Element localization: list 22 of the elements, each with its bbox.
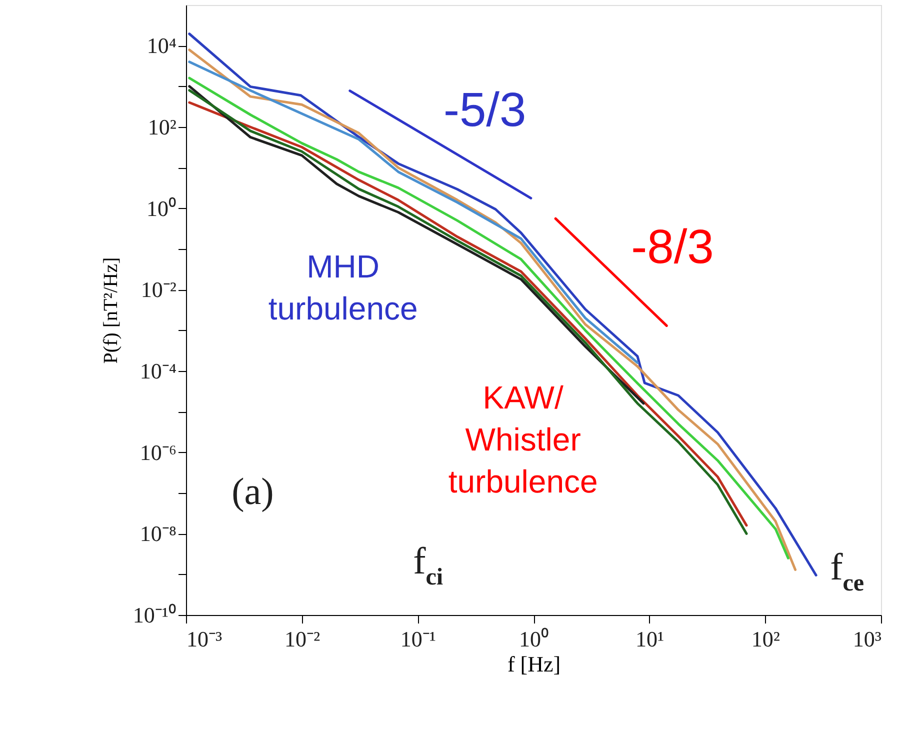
x-axis-title: f [Hz] xyxy=(507,652,561,676)
x-tick-label: 10⁻² xyxy=(284,626,321,652)
x-tick-label: 10⁻¹ xyxy=(400,626,436,652)
y-tick-label: 10⁴ xyxy=(146,33,177,58)
x-tick-label: 10³ xyxy=(852,626,882,652)
y-tick-label: 10⁻² xyxy=(140,277,177,302)
y-tick-label: 10⁻⁸ xyxy=(140,521,176,546)
x-tick-label: 10⁻³ xyxy=(186,626,222,652)
series-label: -8/3 xyxy=(631,221,714,274)
y-tick-label: 10⁻⁶ xyxy=(140,440,176,465)
series-label: -5/3 xyxy=(443,84,526,137)
annotation: KAW/ Whistler turbulence xyxy=(448,379,598,500)
x-tick-label: 10⁰ xyxy=(519,626,549,652)
annotation: (a) xyxy=(232,471,274,513)
y-tick-label: 10² xyxy=(148,114,177,140)
x-tick-label: 10² xyxy=(751,626,780,652)
x-tick-label: 10¹ xyxy=(636,626,664,652)
annotation: MHD turbulence xyxy=(268,248,418,326)
y-tick-label: 10⁻⁴ xyxy=(140,358,177,384)
y-axis-title: P(f) [nT²/Hz] xyxy=(100,257,122,364)
y-tick-label: 10⁰ xyxy=(146,196,176,221)
y-tick-label: 10⁻¹⁰ xyxy=(132,602,176,628)
